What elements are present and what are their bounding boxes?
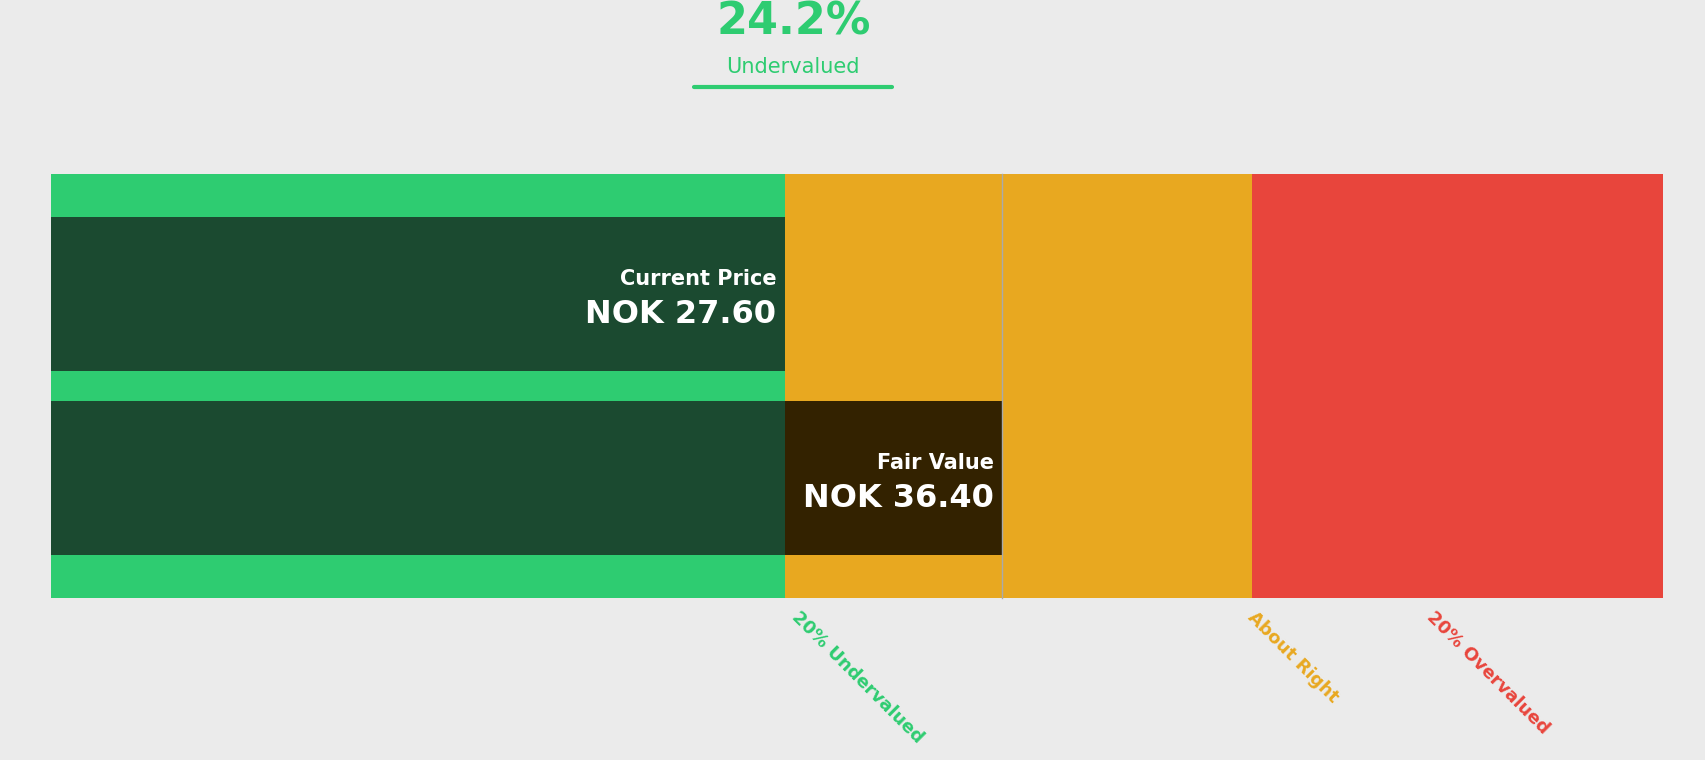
Bar bbox=[1003, 175, 1251, 598]
Text: 24.2%: 24.2% bbox=[716, 1, 870, 43]
Bar bbox=[51, 175, 784, 598]
Text: 20% Overvalued: 20% Overvalued bbox=[1422, 608, 1552, 737]
Text: Current Price: Current Price bbox=[619, 269, 776, 290]
Bar bbox=[784, 175, 1003, 598]
Bar bbox=[784, 401, 1003, 556]
Bar bbox=[51, 401, 784, 556]
Text: Undervalued: Undervalued bbox=[726, 57, 859, 77]
Text: 20% Undervalued: 20% Undervalued bbox=[788, 608, 926, 746]
Bar bbox=[51, 217, 784, 372]
Text: NOK 27.60: NOK 27.60 bbox=[585, 299, 776, 330]
Text: NOK 36.40: NOK 36.40 bbox=[803, 483, 994, 514]
Bar bbox=[1251, 175, 1662, 598]
Text: Fair Value: Fair Value bbox=[876, 454, 994, 473]
Text: About Right: About Right bbox=[1243, 608, 1340, 706]
